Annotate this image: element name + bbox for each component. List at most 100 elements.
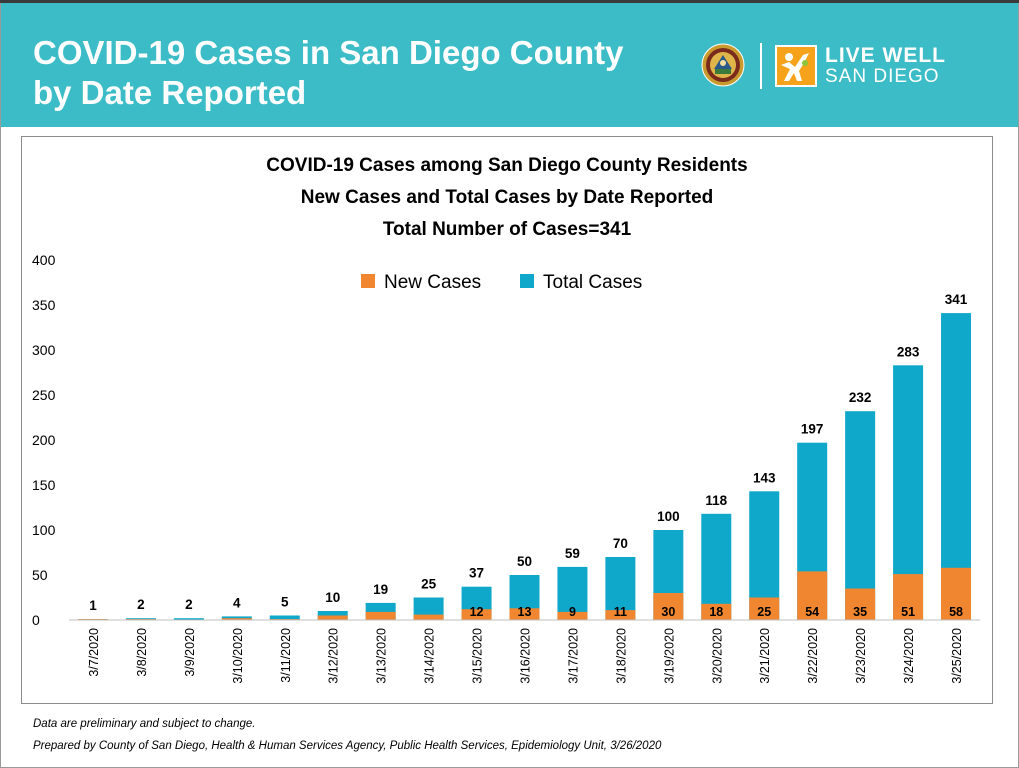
- new-value-label: 11: [614, 605, 627, 619]
- total-value-label: 59: [565, 546, 580, 561]
- total-value-label: 37: [469, 566, 484, 581]
- total-value-label: 197: [801, 422, 824, 437]
- chart: COVID-19 Cases among San Diego County Re…: [32, 155, 980, 684]
- bar-new-cases: [461, 609, 492, 620]
- x-tick-label: 3/13/2020: [375, 628, 389, 684]
- bar-new-cases: [893, 574, 924, 620]
- bar-new-cases: [701, 603, 732, 620]
- x-tick-label: 3/9/2020: [183, 628, 197, 677]
- new-value-label: 58: [949, 605, 963, 619]
- bar-total-cases: [557, 566, 588, 620]
- chart-panel: COVID-19 Cases among San Diego County Re…: [21, 136, 993, 704]
- bar-new-cases: [797, 571, 828, 620]
- chart-title-line-3: Total Number of Cases=341: [383, 219, 632, 240]
- x-tick-label: 3/10/2020: [231, 628, 245, 684]
- y-tick-label: 0: [32, 612, 40, 628]
- x-tick-label: 3/8/2020: [135, 628, 149, 677]
- y-tick-label: 150: [32, 477, 56, 493]
- legend-label: New Cases: [384, 272, 481, 293]
- bar-new-cases: [221, 618, 252, 620]
- bar-total-cases: [845, 411, 876, 620]
- county-seal-icon: [701, 43, 745, 87]
- banner-title-line2: by Date Reported: [33, 74, 307, 111]
- header-banner: COVID-19 Cases in San Diego County by Da…: [1, 3, 1018, 127]
- bar-total-cases: [269, 615, 300, 620]
- new-value-label: 18: [709, 605, 723, 619]
- total-value-label: 232: [849, 390, 872, 405]
- y-tick-label: 100: [32, 522, 56, 538]
- total-value-label: 283: [897, 344, 920, 359]
- banner-title-line1: COVID-19 Cases in San Diego County: [33, 34, 624, 71]
- total-value-label: 50: [517, 554, 532, 569]
- new-value-label: 25: [757, 605, 771, 619]
- new-value-label: 13: [518, 605, 532, 619]
- bar-total-cases: [125, 618, 156, 620]
- total-value-label: 1: [89, 598, 97, 613]
- bar-new-cases: [509, 608, 540, 620]
- y-tick-label: 200: [32, 432, 56, 448]
- legend-label: Total Cases: [543, 272, 642, 293]
- live-well-logo-icon: [775, 45, 817, 87]
- logo-divider: [760, 43, 762, 89]
- total-value-label: 70: [613, 536, 628, 551]
- total-value-label: 341: [945, 292, 968, 307]
- x-tick-label: 3/25/2020: [950, 628, 964, 684]
- bar-total-cases: [413, 597, 444, 620]
- footer-note-prepared-by: Prepared by County of San Diego, Health …: [33, 740, 662, 752]
- bar-new-cases: [653, 593, 684, 620]
- total-value-label: 4: [233, 595, 241, 610]
- total-value-label: 5: [281, 595, 289, 610]
- y-tick-label: 250: [32, 387, 56, 403]
- bar-total-cases: [173, 618, 204, 620]
- new-value-label: 35: [853, 605, 867, 619]
- total-value-label: 25: [421, 577, 437, 592]
- x-tick-label: 3/20/2020: [710, 628, 724, 684]
- x-tick-label: 3/7/2020: [87, 628, 101, 677]
- total-value-label: 100: [657, 509, 680, 524]
- new-value-label: 54: [805, 605, 819, 619]
- x-tick-label: 3/22/2020: [806, 628, 820, 684]
- y-tick-label: 350: [32, 297, 56, 313]
- total-value-label: 143: [753, 470, 776, 485]
- x-tick-label: 3/14/2020: [423, 628, 437, 684]
- logo-line1: LIVE WELL: [825, 44, 946, 67]
- x-tick-label: 3/23/2020: [854, 628, 868, 684]
- new-value-label: 30: [661, 605, 675, 619]
- x-tick-label: 3/16/2020: [519, 628, 533, 684]
- y-tick-label: 50: [32, 567, 48, 583]
- bar-new-cases: [605, 610, 636, 620]
- top-edge: [0, 0, 1019, 3]
- bar-new-cases: [845, 588, 876, 620]
- bar-new-cases: [557, 611, 588, 620]
- new-value-label: 9: [569, 605, 576, 619]
- new-value-label: 51: [901, 605, 915, 619]
- total-value-label: 2: [137, 597, 145, 612]
- bar-new-cases: [317, 615, 348, 620]
- y-tick-label: 400: [32, 252, 56, 268]
- chart-title-line-2: New Cases and Total Cases by Date Report…: [301, 187, 714, 208]
- x-tick-label: 3/17/2020: [566, 628, 580, 684]
- banner-title: COVID-19 Cases in San Diego County by Da…: [33, 33, 623, 113]
- chart-title-line-1: COVID-19 Cases among San Diego County Re…: [266, 155, 747, 176]
- total-value-label: 19: [373, 582, 388, 597]
- total-value-label: 118: [705, 493, 727, 508]
- bar-total-cases: [701, 513, 732, 620]
- y-tick-label: 300: [32, 342, 56, 358]
- total-value-label: 10: [325, 590, 340, 605]
- live-well-logo-text: LIVE WELL SAN DIEGO: [825, 44, 946, 87]
- logo-line2: SAN DIEGO: [825, 66, 940, 87]
- bar-new-cases: [365, 611, 396, 620]
- new-value-label: 12: [470, 605, 484, 619]
- bar-total-cases: [605, 557, 636, 620]
- total-value-label: 2: [185, 597, 193, 612]
- x-tick-label: 3/21/2020: [758, 628, 772, 684]
- x-tick-label: 3/15/2020: [471, 628, 485, 684]
- x-tick-label: 3/24/2020: [902, 628, 916, 684]
- legend-swatch: [361, 274, 375, 288]
- x-tick-label: 3/18/2020: [614, 628, 628, 684]
- x-tick-label: 3/19/2020: [662, 628, 676, 684]
- footer-notes: Data are preliminary and subject to chan…: [33, 713, 661, 757]
- bar-new-cases: [413, 614, 444, 620]
- bar-new-cases: [941, 567, 972, 620]
- legend-swatch: [520, 274, 534, 288]
